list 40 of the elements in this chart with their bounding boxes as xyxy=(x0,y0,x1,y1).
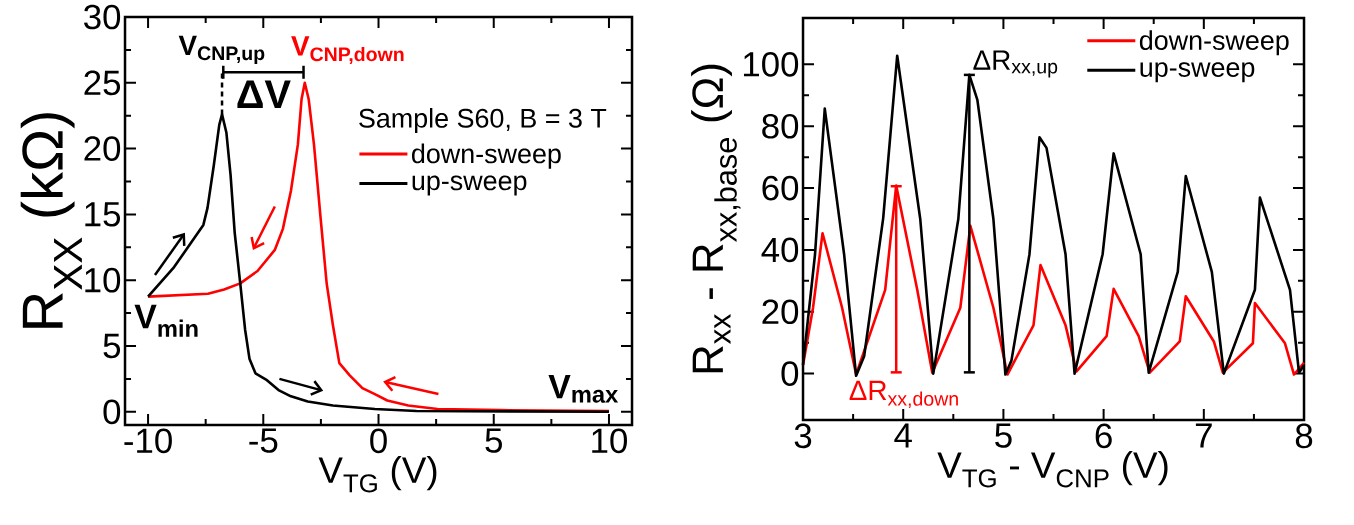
y-tick-label: 25 xyxy=(84,70,121,96)
x-tick-label: 8 xyxy=(1295,423,1313,449)
y-tick-label: 15 xyxy=(85,202,121,227)
annotation: ΔR$_{xx,down}$ xyxy=(849,380,958,409)
y-tick-label: 20 xyxy=(762,299,799,325)
x-tick-label: 3 xyxy=(794,423,812,449)
x-axis-title: V$_{TG}$ - V$_{CNP}$ (V) xyxy=(937,451,1168,488)
y-axis-title: R$_{xx}$ - R$_{xx,base}$ (Ω) xyxy=(691,64,741,373)
x-tick-label: 10 xyxy=(592,428,627,454)
x-axis-title: V$_{TG}$ (V) xyxy=(318,456,437,493)
x-tick-label: 5 xyxy=(485,428,502,453)
annotation: V$_{max}$ xyxy=(548,375,619,403)
y-tick-label: 80 xyxy=(762,113,799,139)
y-tick-label: 20 xyxy=(84,136,121,161)
x-tick-label: 7 xyxy=(1195,423,1212,448)
y-tick-label: 5 xyxy=(103,333,121,359)
x-tick-label: 0 xyxy=(370,428,387,454)
legend-label: down-sweep xyxy=(412,143,561,169)
x-tick-label: -5 xyxy=(249,428,278,453)
annotation: V$_{min}$ xyxy=(134,304,198,337)
legend-title: Sample S60, B = 3 T xyxy=(359,108,607,134)
legend-label: down-sweep xyxy=(1139,30,1289,56)
y-tick-label: 10 xyxy=(85,267,121,293)
x-tick-label: 6 xyxy=(1095,423,1112,449)
x-tick-label: -10 xyxy=(124,428,172,454)
annotation: ΔR$_{xx,up}$ xyxy=(973,50,1058,78)
y-tick-label: 0 xyxy=(781,361,799,386)
legend-label: up-sweep xyxy=(1140,62,1255,83)
y-tick-label: 0 xyxy=(103,399,121,425)
legend-label: up-sweep xyxy=(412,175,527,196)
y-axis-title: R$_{XX}$ (kΩ) xyxy=(20,113,82,328)
y-tick-label: 100 xyxy=(743,52,799,77)
x-tick-label: 4 xyxy=(894,423,912,448)
y-tick-label: 30 xyxy=(84,4,121,30)
annotation: V$_{CNP,up}$ xyxy=(178,35,265,65)
y-tick-label: 60 xyxy=(762,175,799,201)
annotation: V$_{CNP,down}$ xyxy=(291,36,404,65)
x-tick-label: 5 xyxy=(995,423,1012,448)
annotation: ΔV xyxy=(237,80,291,108)
y-tick-label: 40 xyxy=(761,237,799,263)
